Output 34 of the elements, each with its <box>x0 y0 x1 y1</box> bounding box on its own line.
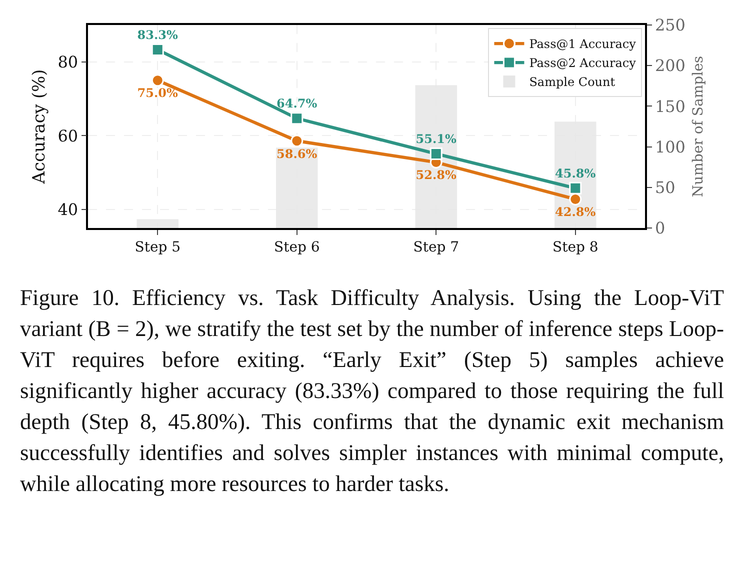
point <box>290 134 304 148</box>
point <box>569 182 582 194</box>
point <box>151 74 164 87</box>
legend-label: Pass@2 Accuracy <box>529 56 636 70</box>
legend-label: Pass@1 Accuracy <box>529 37 636 52</box>
data-label: 58.6% <box>276 146 318 161</box>
y2-tick-label: 250 <box>654 16 686 35</box>
data-label: 52.8% <box>416 168 458 182</box>
data-label: 45.8% <box>555 166 596 180</box>
y-tick-label: 40 <box>58 200 78 220</box>
data-label: 83.3% <box>137 28 179 42</box>
point <box>430 148 442 160</box>
y-tick-label: 80 <box>58 52 78 72</box>
caption: Figure 10. Efficiency vs. Task Difficulty Analysis. Using the Loop-ViT variant (B = 2), we stratify the test set by the number of inference steps Loop-ViT requires before exiting. “Early Exit” (Step 5) samples achieve significantly higher accuracy (83.33%) compared to those requiring the full depth (Step 8, 45.80%). This confirms that the dynamic exit mechanism successfully identifies and solves simpler instances with minimal compute, while allocating more resources to harder tasks. <box>20 284 724 498</box>
data-label: 75.0% <box>137 86 179 100</box>
y2-tick-label: 150 <box>654 96 686 116</box>
y-axis-title: Accuracy (%) <box>30 69 50 185</box>
y2-tick-label: 0 <box>654 218 666 238</box>
y-tick-label: 60 <box>58 126 78 146</box>
x-tick-label: Step 7 <box>413 240 460 256</box>
y2-tick-label: 100 <box>654 137 686 156</box>
x-tick-label: Step 5 <box>134 240 181 256</box>
x-tick-label: Step 6 <box>274 240 320 256</box>
x-tick-label: Step 8 <box>552 240 598 256</box>
y2-tick-label: 200 <box>654 56 686 76</box>
data-label: 64.7% <box>276 96 318 111</box>
data-label: 42.8% <box>555 205 596 220</box>
point <box>290 112 304 125</box>
data-label: 55.1% <box>416 132 458 146</box>
legend-label: Sample Count <box>529 75 616 90</box>
y2-axis-title: Number of Samples <box>690 56 706 198</box>
bar <box>136 219 179 228</box>
y2-tick-label: 50 <box>654 178 676 197</box>
point <box>151 43 164 56</box>
